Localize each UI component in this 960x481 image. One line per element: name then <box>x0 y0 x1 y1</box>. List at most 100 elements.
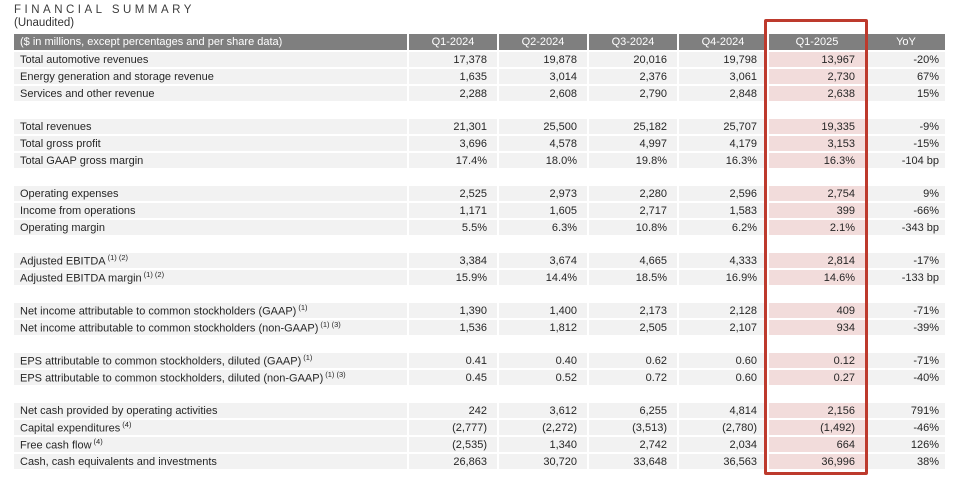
page-subtitle: (Unaudited) <box>14 17 75 29</box>
cell-q4-2024: 25,707 <box>677 119 767 136</box>
cell-q2-2024: (2,272) <box>497 420 587 437</box>
row-label: Net income attributable to common stockh… <box>14 303 407 320</box>
cell-q1-2024: 3,384 <box>407 253 497 270</box>
table-row: Free cash flow (4) (2,535) 1,340 2,742 2,034 6… <box>14 437 945 454</box>
cell-yoy: -66% <box>865 203 945 220</box>
cell-q1-2024: 26,863 <box>407 454 497 471</box>
row-label: Adjusted EBITDA (1) (2) <box>14 253 407 270</box>
row-label: Adjusted EBITDA margin (1) (2) <box>14 270 407 287</box>
cell-q1-2024: 3,696 <box>407 136 497 153</box>
footnote-superscript: (4) <box>122 420 132 430</box>
cell-q4-2024: 6.2% <box>677 220 767 237</box>
cell-q4-2024: 4,179 <box>677 136 767 153</box>
cell-q1-2025: 934 <box>767 320 865 337</box>
spacer-row <box>14 337 945 353</box>
table-row: Operating expenses 2,525 2,973 2,280 2,596 2,… <box>14 186 945 203</box>
cell-q1-2024: 21,301 <box>407 119 497 136</box>
cell-q2-2024: 1,812 <box>497 320 587 337</box>
spacer-row <box>14 103 945 119</box>
cell-q4-2024: 2,848 <box>677 86 767 103</box>
cell-q2-2024: 19,878 <box>497 52 587 69</box>
spacer-row <box>14 387 945 403</box>
cell-q3-2024: 4,997 <box>587 136 677 153</box>
cell-q1-2025: 2,156 <box>767 403 865 420</box>
cell-yoy: -40% <box>865 370 945 387</box>
table-row: Income from operations 1,171 1,605 2,717 1,5… <box>14 203 945 220</box>
cell-q2-2024: 6.3% <box>497 220 587 237</box>
cell-q4-2024: 3,061 <box>677 69 767 86</box>
row-label: Services and other revenue <box>14 86 407 103</box>
cell-yoy: -343 bp <box>865 220 945 237</box>
row-label: Cash, cash equivalents and investments <box>14 454 407 471</box>
cell-q3-2024: 33,648 <box>587 454 677 471</box>
header-q4-2024: Q4-2024 <box>677 34 767 52</box>
cell-q2-2024: 18.0% <box>497 153 587 170</box>
header-q1-2025: Q1-2025 <box>767 34 865 52</box>
cell-yoy: -39% <box>865 320 945 337</box>
row-label: Operating expenses <box>14 186 407 203</box>
cell-q1-2025: 399 <box>767 203 865 220</box>
cell-q1-2025: 16.3% <box>767 153 865 170</box>
table-row: Total GAAP gross margin 17.4% 18.0% 19.8% 16… <box>14 153 945 170</box>
spacer-row <box>14 237 945 253</box>
spacer-cell <box>14 103 945 119</box>
table-row: Total gross profit 3,696 4,578 4,997 4,179 3,… <box>14 136 945 153</box>
row-label: Energy generation and storage revenue <box>14 69 407 86</box>
cell-yoy: -20% <box>865 52 945 69</box>
cell-yoy: 9% <box>865 186 945 203</box>
spacer-cell <box>14 170 945 186</box>
cell-q4-2024: (2,780) <box>677 420 767 437</box>
cell-q4-2024: 4,333 <box>677 253 767 270</box>
row-label: Operating margin <box>14 220 407 237</box>
cell-q3-2024: 19.8% <box>587 153 677 170</box>
cell-q3-2024: 20,016 <box>587 52 677 69</box>
cell-q4-2024: 0.60 <box>677 370 767 387</box>
header-row: ($ in millions, except percentages and p… <box>14 34 945 52</box>
cell-q3-2024: 6,255 <box>587 403 677 420</box>
cell-q2-2024: 2,973 <box>497 186 587 203</box>
cell-q1-2024: 17.4% <box>407 153 497 170</box>
table-row: Operating margin 5.5% 6.3% 10.8% 6.2% 2.1% -34… <box>14 220 945 237</box>
cell-q2-2024: 25,500 <box>497 119 587 136</box>
cell-q3-2024: (3,513) <box>587 420 677 437</box>
cell-q2-2024: 14.4% <box>497 270 587 287</box>
cell-q4-2024: 2,034 <box>677 437 767 454</box>
cell-q3-2024: 2,790 <box>587 86 677 103</box>
financial-summary-table: ($ in millions, except percentages and p… <box>14 34 945 471</box>
cell-yoy: 15% <box>865 86 945 103</box>
row-label: EPS attributable to common stockholders,… <box>14 370 407 387</box>
row-label: Income from operations <box>14 203 407 220</box>
cell-q1-2024: 242 <box>407 403 497 420</box>
cell-q1-2024: 1,171 <box>407 203 497 220</box>
spacer-row <box>14 170 945 186</box>
cell-q3-2024: 0.72 <box>587 370 677 387</box>
spacer-cell <box>14 237 945 253</box>
table-row: Capital expenditures (4) (2,777) (2,272) (3,… <box>14 420 945 437</box>
cell-yoy: -104 bp <box>865 153 945 170</box>
header-q3-2024: Q3-2024 <box>587 34 677 52</box>
cell-yoy: -71% <box>865 303 945 320</box>
cell-q4-2024: 4,814 <box>677 403 767 420</box>
cell-q1-2025: 664 <box>767 437 865 454</box>
cell-q1-2025: 14.6% <box>767 270 865 287</box>
cell-yoy: 38% <box>865 454 945 471</box>
cell-q1-2025: 36,996 <box>767 454 865 471</box>
cell-q1-2025: (1,492) <box>767 420 865 437</box>
cell-q4-2024: 1,583 <box>677 203 767 220</box>
spacer-cell <box>14 337 945 353</box>
cell-q3-2024: 0.62 <box>587 353 677 370</box>
cell-q1-2024: 1,390 <box>407 303 497 320</box>
cell-q3-2024: 10.8% <box>587 220 677 237</box>
cell-q1-2025: 409 <box>767 303 865 320</box>
cell-q2-2024: 30,720 <box>497 454 587 471</box>
footnote-superscript: (1) <box>303 353 313 363</box>
header-yoy: YoY <box>865 34 945 52</box>
row-label: Total revenues <box>14 119 407 136</box>
row-label: Free cash flow (4) <box>14 437 407 454</box>
cell-q1-2024: 2,525 <box>407 186 497 203</box>
cell-q3-2024: 2,280 <box>587 186 677 203</box>
cell-yoy: -133 bp <box>865 270 945 287</box>
cell-q2-2024: 0.52 <box>497 370 587 387</box>
row-label: EPS attributable to common stockholders,… <box>14 353 407 370</box>
table-row: EPS attributable to common stockholders,… <box>14 353 945 370</box>
